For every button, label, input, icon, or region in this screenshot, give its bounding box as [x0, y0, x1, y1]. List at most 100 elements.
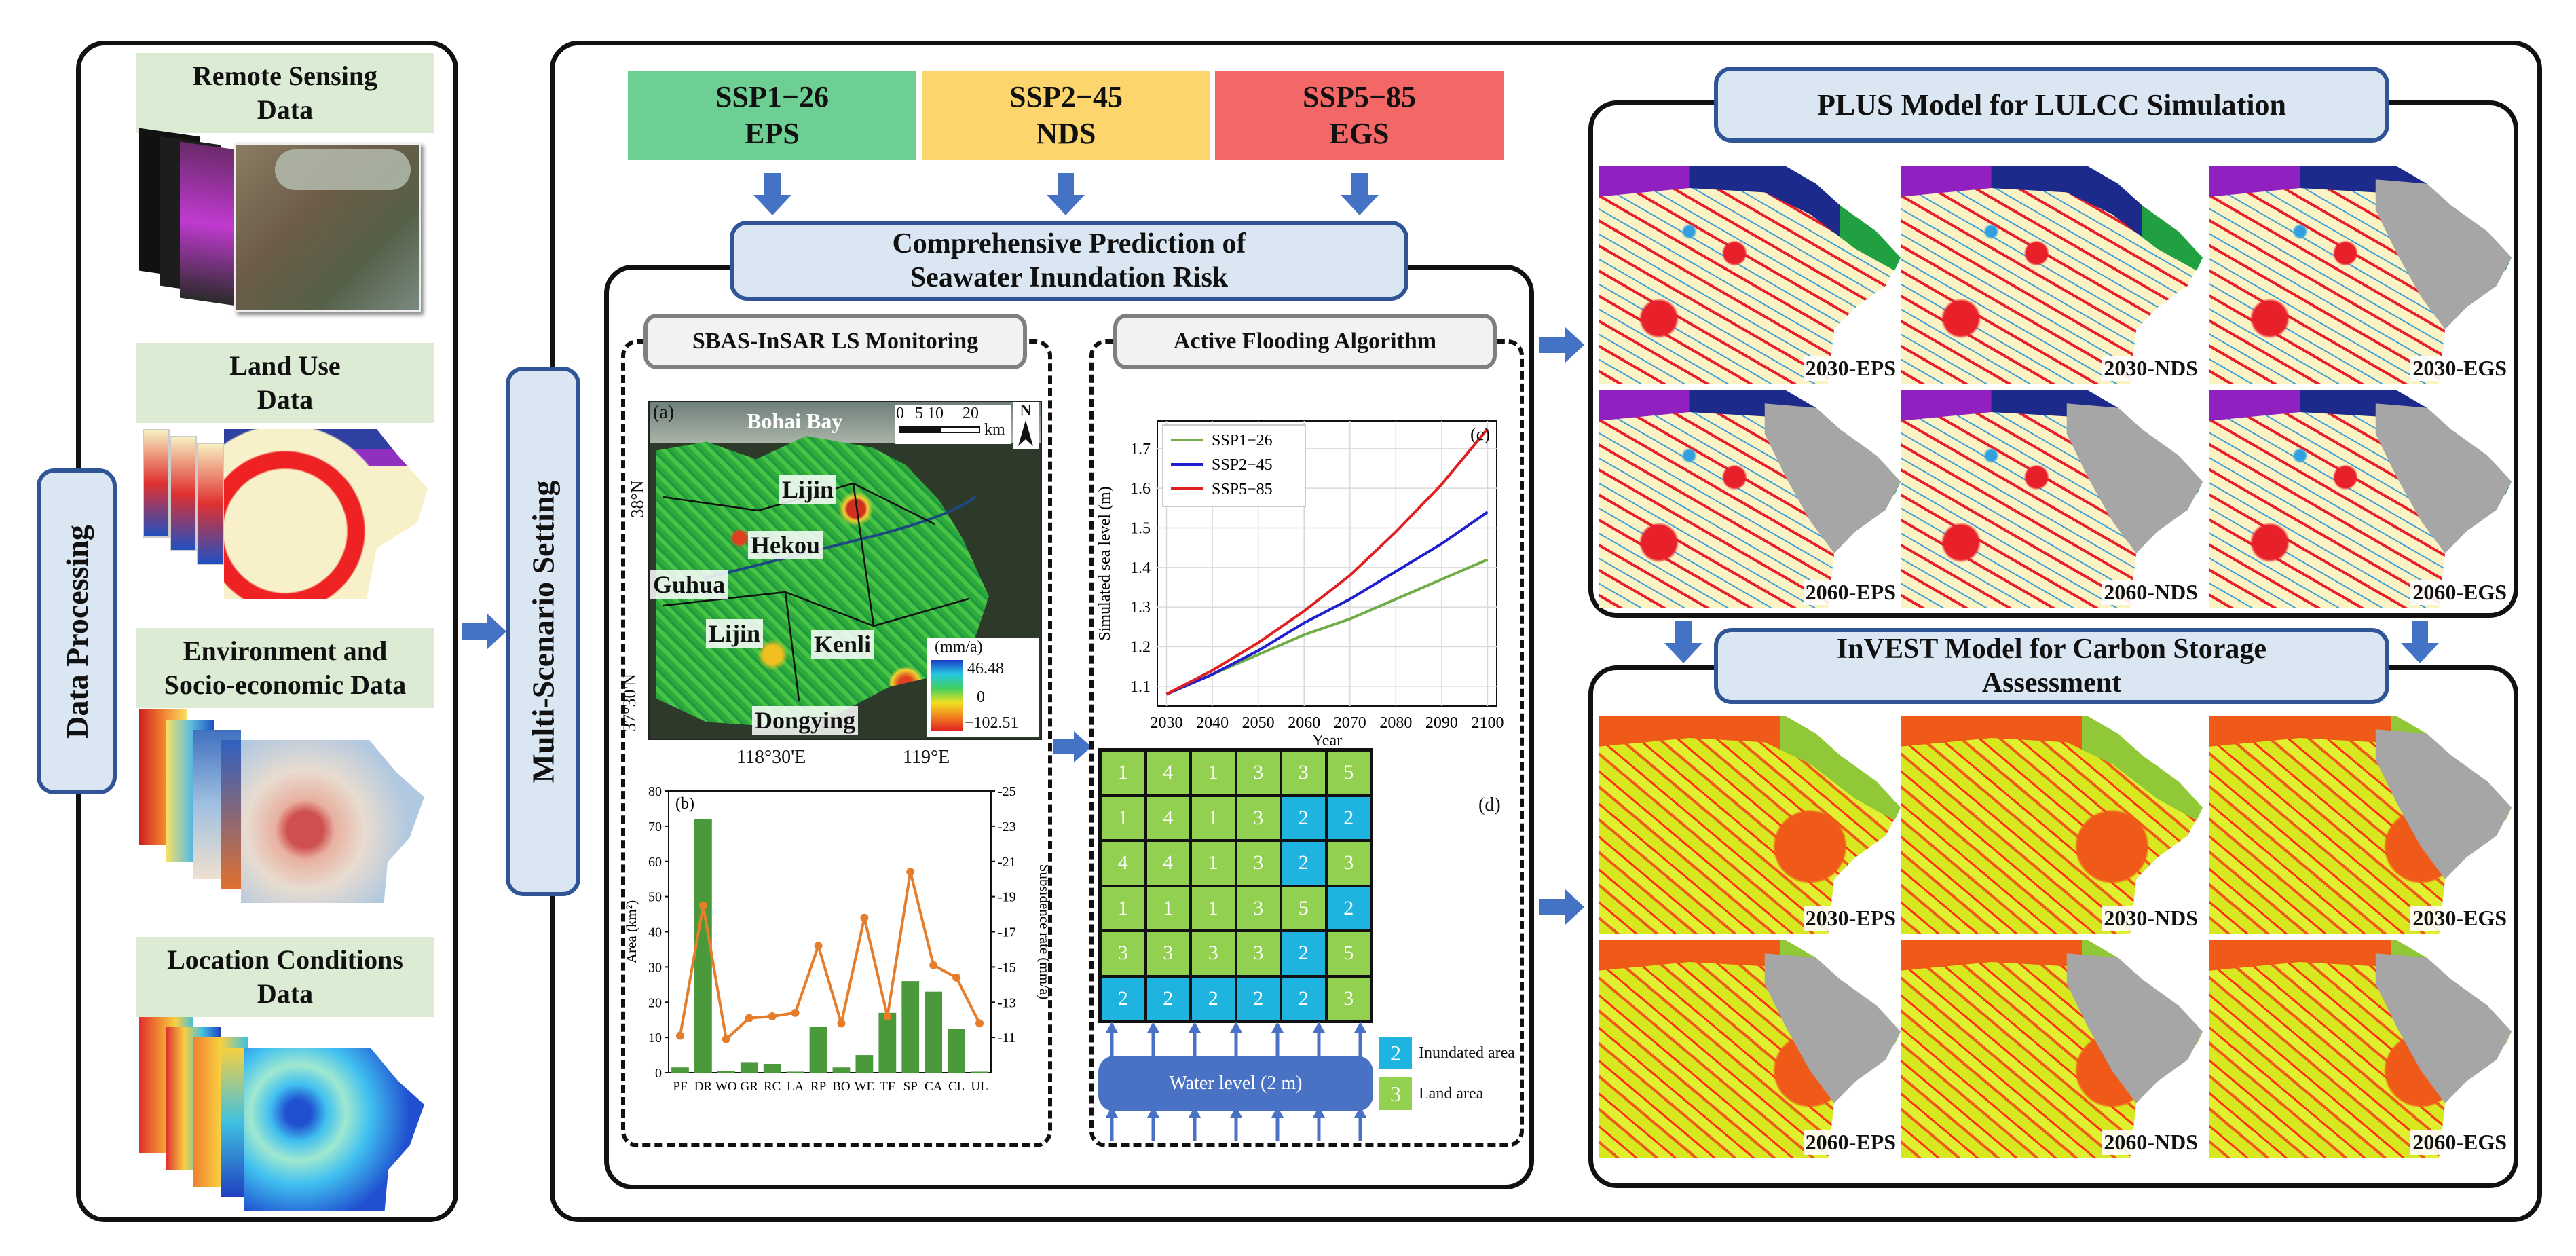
line-chart-y-tick: 1.6: [1130, 480, 1151, 498]
water-arrows: [1106, 1022, 1366, 1059]
data-processing-title: Data Processing: [37, 468, 117, 794]
bar-chart-y2label: Subsidence rate (mm/a): [1037, 864, 1052, 999]
flood-grid-cell: 1: [1100, 885, 1146, 931]
bar-chart-y-tick: 10: [648, 1031, 662, 1046]
line-chart-y-tick: 1.2: [1130, 639, 1151, 657]
flood-grid-cell: 2: [1326, 885, 1371, 931]
line-chart-y-tick: 1.3: [1130, 599, 1151, 616]
arrow-dp-to-scenario: [462, 614, 506, 649]
flood-grid-cell: 4: [1145, 750, 1191, 796]
arrow-plus-to-invest-1: [1664, 621, 1702, 663]
bar-chart-plot-area: [668, 790, 992, 1073]
bar-chart-rate-point: [906, 868, 915, 876]
map-place-guhua: Guhua: [650, 570, 728, 599]
flood-label: Active Flooding Algorithm: [1113, 314, 1497, 369]
bar-chart-y-tick: 0: [655, 1066, 662, 1081]
flood-grid-cell: 4: [1145, 841, 1191, 886]
bar-chart-rate-point: [814, 942, 823, 950]
line-chart-legend-label: SSP2−45: [1212, 456, 1273, 474]
flood-grid-cell: 2: [1145, 976, 1191, 1021]
flood-grid-cell: 3: [1326, 841, 1371, 886]
map-lon-label-2: 119°E: [903, 747, 950, 768]
water-arrows-bottom: [1106, 1107, 1366, 1141]
arrow-plus-to-invest-2: [2401, 621, 2439, 663]
bar-chart-rate-point: [883, 1012, 892, 1020]
bar-chart-bar: [809, 1027, 827, 1073]
bar-chart-y2-tick: -21: [998, 855, 1016, 870]
scenario-map-thumbnail: 2030-NDS: [1901, 716, 2203, 934]
arrow-down-1: [753, 173, 791, 215]
plus-title: PLUS Model for LULCC Simulation: [1714, 67, 2389, 143]
bar-chart-x-tick: BO: [832, 1079, 850, 1094]
bar-chart-x-tick: WE: [855, 1079, 875, 1094]
flood-grid-cell: 2: [1235, 976, 1281, 1021]
bar-chart-bar: [786, 1071, 804, 1073]
line-chart-series-2: [1165, 428, 1489, 696]
scenario-map-label: 2060-NDS: [2102, 1130, 2200, 1155]
bar-chart-y2-tick: -25: [998, 784, 1016, 799]
bar-chart-bar: [855, 1055, 874, 1073]
bar-chart-x-tick: CA: [925, 1079, 943, 1094]
bar-chart-rate-point: [675, 1031, 684, 1040]
flood-grid-cell: 1: [1191, 795, 1236, 841]
bar-chart-x-tick: SP: [903, 1079, 918, 1094]
bar-chart-y2-tick: -23: [998, 819, 1016, 834]
scenario-map-label: 2060-EGS: [2410, 580, 2509, 605]
map-place-lijin-north: Lijin: [779, 475, 837, 504]
map-place-lijin-south: Lijin: [706, 619, 764, 648]
scenario-ssp1: SSP1−26 EPS: [628, 71, 916, 160]
scenario-map-label: 2060-EPS: [1803, 1130, 1898, 1155]
flood-grid-cell: 3: [1100, 931, 1146, 976]
bar-chart-rate-point: [929, 961, 938, 969]
multi-scenario-title: Multi-Scenario Setting: [506, 367, 580, 896]
map-scale-bar: 0 5 10 20 km: [895, 405, 1011, 444]
bar-chart-y2-tick: -11: [998, 1031, 1015, 1046]
scenario-map-label: 2030-EPS: [1803, 356, 1898, 381]
line-chart-x-tick: 2070: [1334, 714, 1366, 732]
bar-chart-x-tick: WO: [715, 1079, 737, 1094]
line-chart-ylabel: Simulated sea level (m): [1096, 486, 1114, 640]
scenario-map-thumbnail: 2060-EPS: [1599, 940, 1901, 1158]
flood-grid-cell: 1: [1145, 885, 1191, 931]
sea-level-line-chart: 2030 2040 2050 2060 2070 2080 2090 2100 1.1 1.2 1.…: [1096, 420, 1504, 747]
land-use-label: Land Use Data: [136, 343, 434, 423]
flood-grid-cell: 3: [1235, 750, 1281, 796]
remote-sensing-label: Remote Sensing Data: [136, 53, 434, 133]
flood-grid-cell: 2: [1326, 795, 1371, 841]
land-use-image: [143, 422, 434, 606]
map-lat-label-2: 37°30'N: [619, 673, 639, 732]
flood-grid-cell: 3: [1235, 841, 1281, 886]
flood-grid-cell: 4: [1145, 795, 1191, 841]
bar-chart-bar: [878, 1012, 897, 1073]
bar-chart-x-tick: DR: [694, 1079, 713, 1094]
bar-chart-bar: [948, 1029, 965, 1073]
flood-grid-cell: 1: [1100, 750, 1146, 796]
map-a-panel: (a): [653, 402, 675, 423]
flood-grid-cell: 2: [1281, 795, 1326, 841]
bar-chart-rate-point: [952, 973, 961, 982]
subsidence-bar-chart: 0 10 20 30 40 50 60 70 80 -11 -13 -15 -17 -19 -21 -23 -2…: [623, 784, 1052, 1094]
flood-grid-cell: 2: [1191, 976, 1236, 1021]
scenario-map-thumbnail: 2030-EPS: [1599, 166, 1901, 384]
bar-chart-y-tick: 40: [648, 925, 662, 940]
scenario-map-label: 2030-EGS: [2410, 906, 2509, 931]
flood-grid-cell: 5: [1326, 750, 1371, 796]
scenario-map-thumbnail: 2030-EPS: [1599, 716, 1901, 934]
bar-chart-y-tick: 30: [648, 960, 662, 975]
flood-grid-cell: 3: [1145, 931, 1191, 976]
flood-grid-cell: 2: [1281, 841, 1326, 886]
environment-label: Environment and Socio-economic Data: [136, 628, 434, 708]
map-bay-label: Bohai Bay: [747, 409, 843, 433]
line-chart-x-tick: 2040: [1196, 714, 1229, 732]
scenario-map-label: 2060-EGS: [2410, 1130, 2509, 1155]
bar-chart-rate-point: [722, 1035, 730, 1043]
line-chart-series-1: [1165, 511, 1489, 696]
line-chart-panel: (c): [1470, 424, 1490, 444]
location-label: Location Conditions Data: [136, 937, 434, 1017]
flood-grid-cell: 3: [1326, 976, 1371, 1021]
bar-chart-y-tick: 60: [648, 855, 662, 870]
prediction-title: Comprehensive Prediction of Seawater Inu…: [730, 221, 1408, 301]
line-chart-x-tick: 2100: [1471, 714, 1504, 732]
line-chart-x-tick: 2060: [1288, 714, 1320, 732]
